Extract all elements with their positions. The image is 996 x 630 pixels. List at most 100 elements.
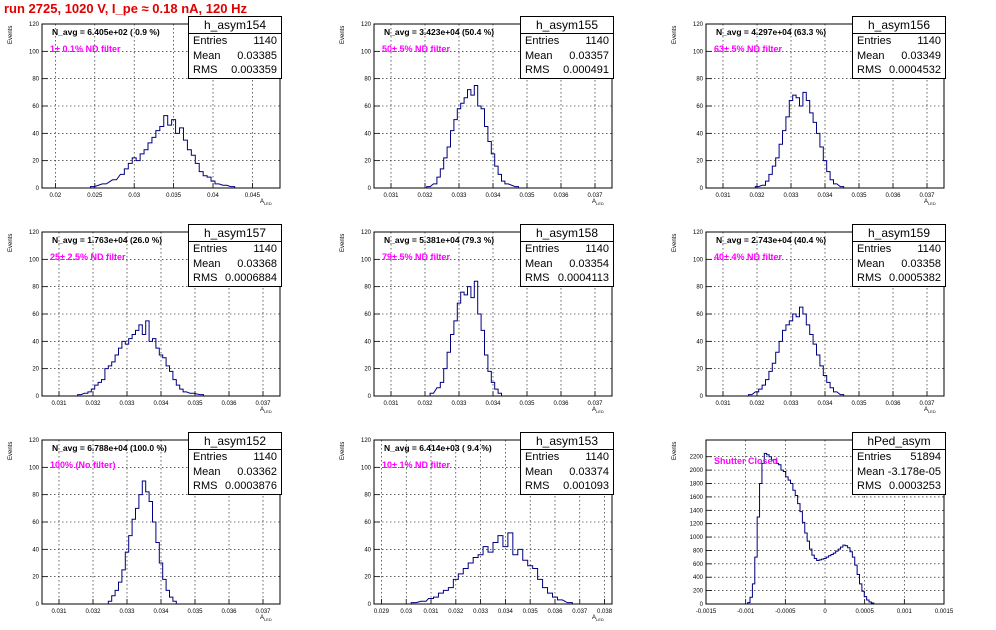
stats-label: Entries [525,35,560,47]
histogram-bin [498,536,503,604]
stats-label: Mean [857,49,885,62]
y-tick-label: 400 [693,575,704,581]
histogram-bin [153,522,156,604]
y-tick-label: 0 [700,186,704,192]
histogram-bin [838,549,840,604]
x-tick-label: 0.035 [523,609,539,615]
y-tick-label: 20 [696,367,703,373]
y-tick-label: 40 [32,131,39,137]
stats-value: 0.001093 [563,480,609,492]
stats-label: Mean [525,257,553,270]
x-tick-label: 0.032 [448,609,464,615]
x-tick-label: 0.032 [85,609,101,615]
histogram-bin [845,546,847,604]
x-tick-label: 0.031 [715,401,731,407]
run-title: run 2725, 1020 V, I_pe ≈ 0.18 nA, 120 Hz [4,1,247,16]
y-tick-label: 60 [696,312,703,318]
histogram-bin [474,281,477,396]
histogram-name: h_asym159 [853,225,945,242]
y-tick-label: 80 [32,493,39,499]
x-tick-label: 0.031 [51,401,67,407]
stats-label: Mean [193,257,221,270]
y-tick-label: 100 [361,465,372,471]
histogram-bin [798,504,800,604]
histogram-bin [478,106,481,188]
stats-label: RMS [193,64,218,76]
stats-label: Entries [193,35,228,47]
x-tick-label: 0 [823,609,827,615]
stats-label: Mean [525,49,553,62]
x-tick-label: -0.001 [737,609,755,615]
x-axis-label: ALED [592,199,604,207]
x-tick-label: 0.031 [51,609,67,615]
histogram-bin [443,590,448,604]
histogram-bin [464,295,467,396]
histogram-bin [156,131,160,188]
histogram-bin [199,172,203,188]
x-tick-label: 0.033 [119,609,135,615]
x-tick-label: 0.031 [715,193,731,199]
histogram-bin [166,590,169,604]
stats-value: 0.03362 [237,465,277,478]
y-tick-label: 200 [693,589,704,595]
histogram-pad-h_asym159: 0.031 0.032 0.033 0.034 0.035 0.036 0.037 0 20 40… [664,222,994,422]
histogram-bin [779,341,782,396]
stats-value: 0.03357 [569,49,609,62]
stats-value: 0.000491 [563,64,609,76]
x-tick-label: 0.034 [485,401,501,407]
x-tick-label: 0.032 [417,401,433,407]
stats-label: RMS [525,272,550,284]
histogram-bin [513,555,518,604]
histogram-bin [762,385,765,396]
y-tick-label: 0 [700,394,704,400]
histogram-outline [410,532,573,604]
x-axis-label: ALED [260,407,272,415]
stats-row: Entries 1140 [189,450,281,465]
x-tick-label: 0.033 [783,193,799,199]
stats-box: h_asym158 Entries 1140 Mean 0.03354 RMS 0.0004… [520,224,614,287]
histogram-bin [132,335,135,397]
stats-label: Mean [525,465,553,478]
stats-row: Entries 1140 [853,34,945,49]
histogram-bin [438,593,443,604]
histogram-bin [840,547,842,604]
histogram-bin [440,169,443,188]
y-tick-label: 0 [36,602,40,608]
histogram-pad-h_asym153: 0.029 0.03 0.031 0.032 0.033 0.034 0.035 0.036 0… [332,430,662,630]
histogram-bin [772,363,775,396]
stats-row: Mean 0.03358 [853,257,945,272]
histogram-bin [834,184,837,188]
histogram-bin [485,127,488,189]
histogram-bin [176,385,179,396]
stats-label: Entries [525,243,560,255]
histogram-pad-h_asym152: 0.031 0.032 0.033 0.034 0.035 0.036 0.037 0 20 40… [0,430,330,630]
stats-row: Entries 1140 [189,242,281,257]
x-tick-label: 0.034 [153,609,169,615]
histogram-bin [461,292,464,396]
histogram-bin [820,366,823,396]
stats-value: 0.0005382 [889,272,941,284]
stats-label: Mean [857,257,885,270]
x-tick-label: 0.037 [255,609,271,615]
x-tick-label: 0.034 [153,401,169,407]
x-tick-label: -0.0005 [775,609,796,615]
filter-label: 63± 5% ND filter [714,44,782,54]
stats-row: RMS 0.003359 [189,63,281,78]
stats-row: Mean 0.03354 [521,257,613,272]
stats-row: Mean -3.178e-05 [853,465,945,480]
stats-box: h_asym152 Entries 1140 Mean 0.03362 RMS 0.0003… [188,432,282,495]
stats-label: RMS [193,272,218,284]
histogram-bin [829,556,831,604]
histogram-bin [444,369,447,396]
histogram-bin [505,184,508,188]
histogram-bin [451,335,454,397]
x-tick-label: 0.035 [187,401,203,407]
histogram-bin [98,382,101,396]
histogram-bin [447,147,450,188]
histogram-bin [122,570,125,604]
histogram-bin [112,596,115,604]
y-tick-label: 2000 [690,468,704,474]
histogram-name: h_asym158 [521,225,613,242]
histogram-bin [783,131,786,188]
stats-row: RMS 0.0005382 [853,271,945,286]
